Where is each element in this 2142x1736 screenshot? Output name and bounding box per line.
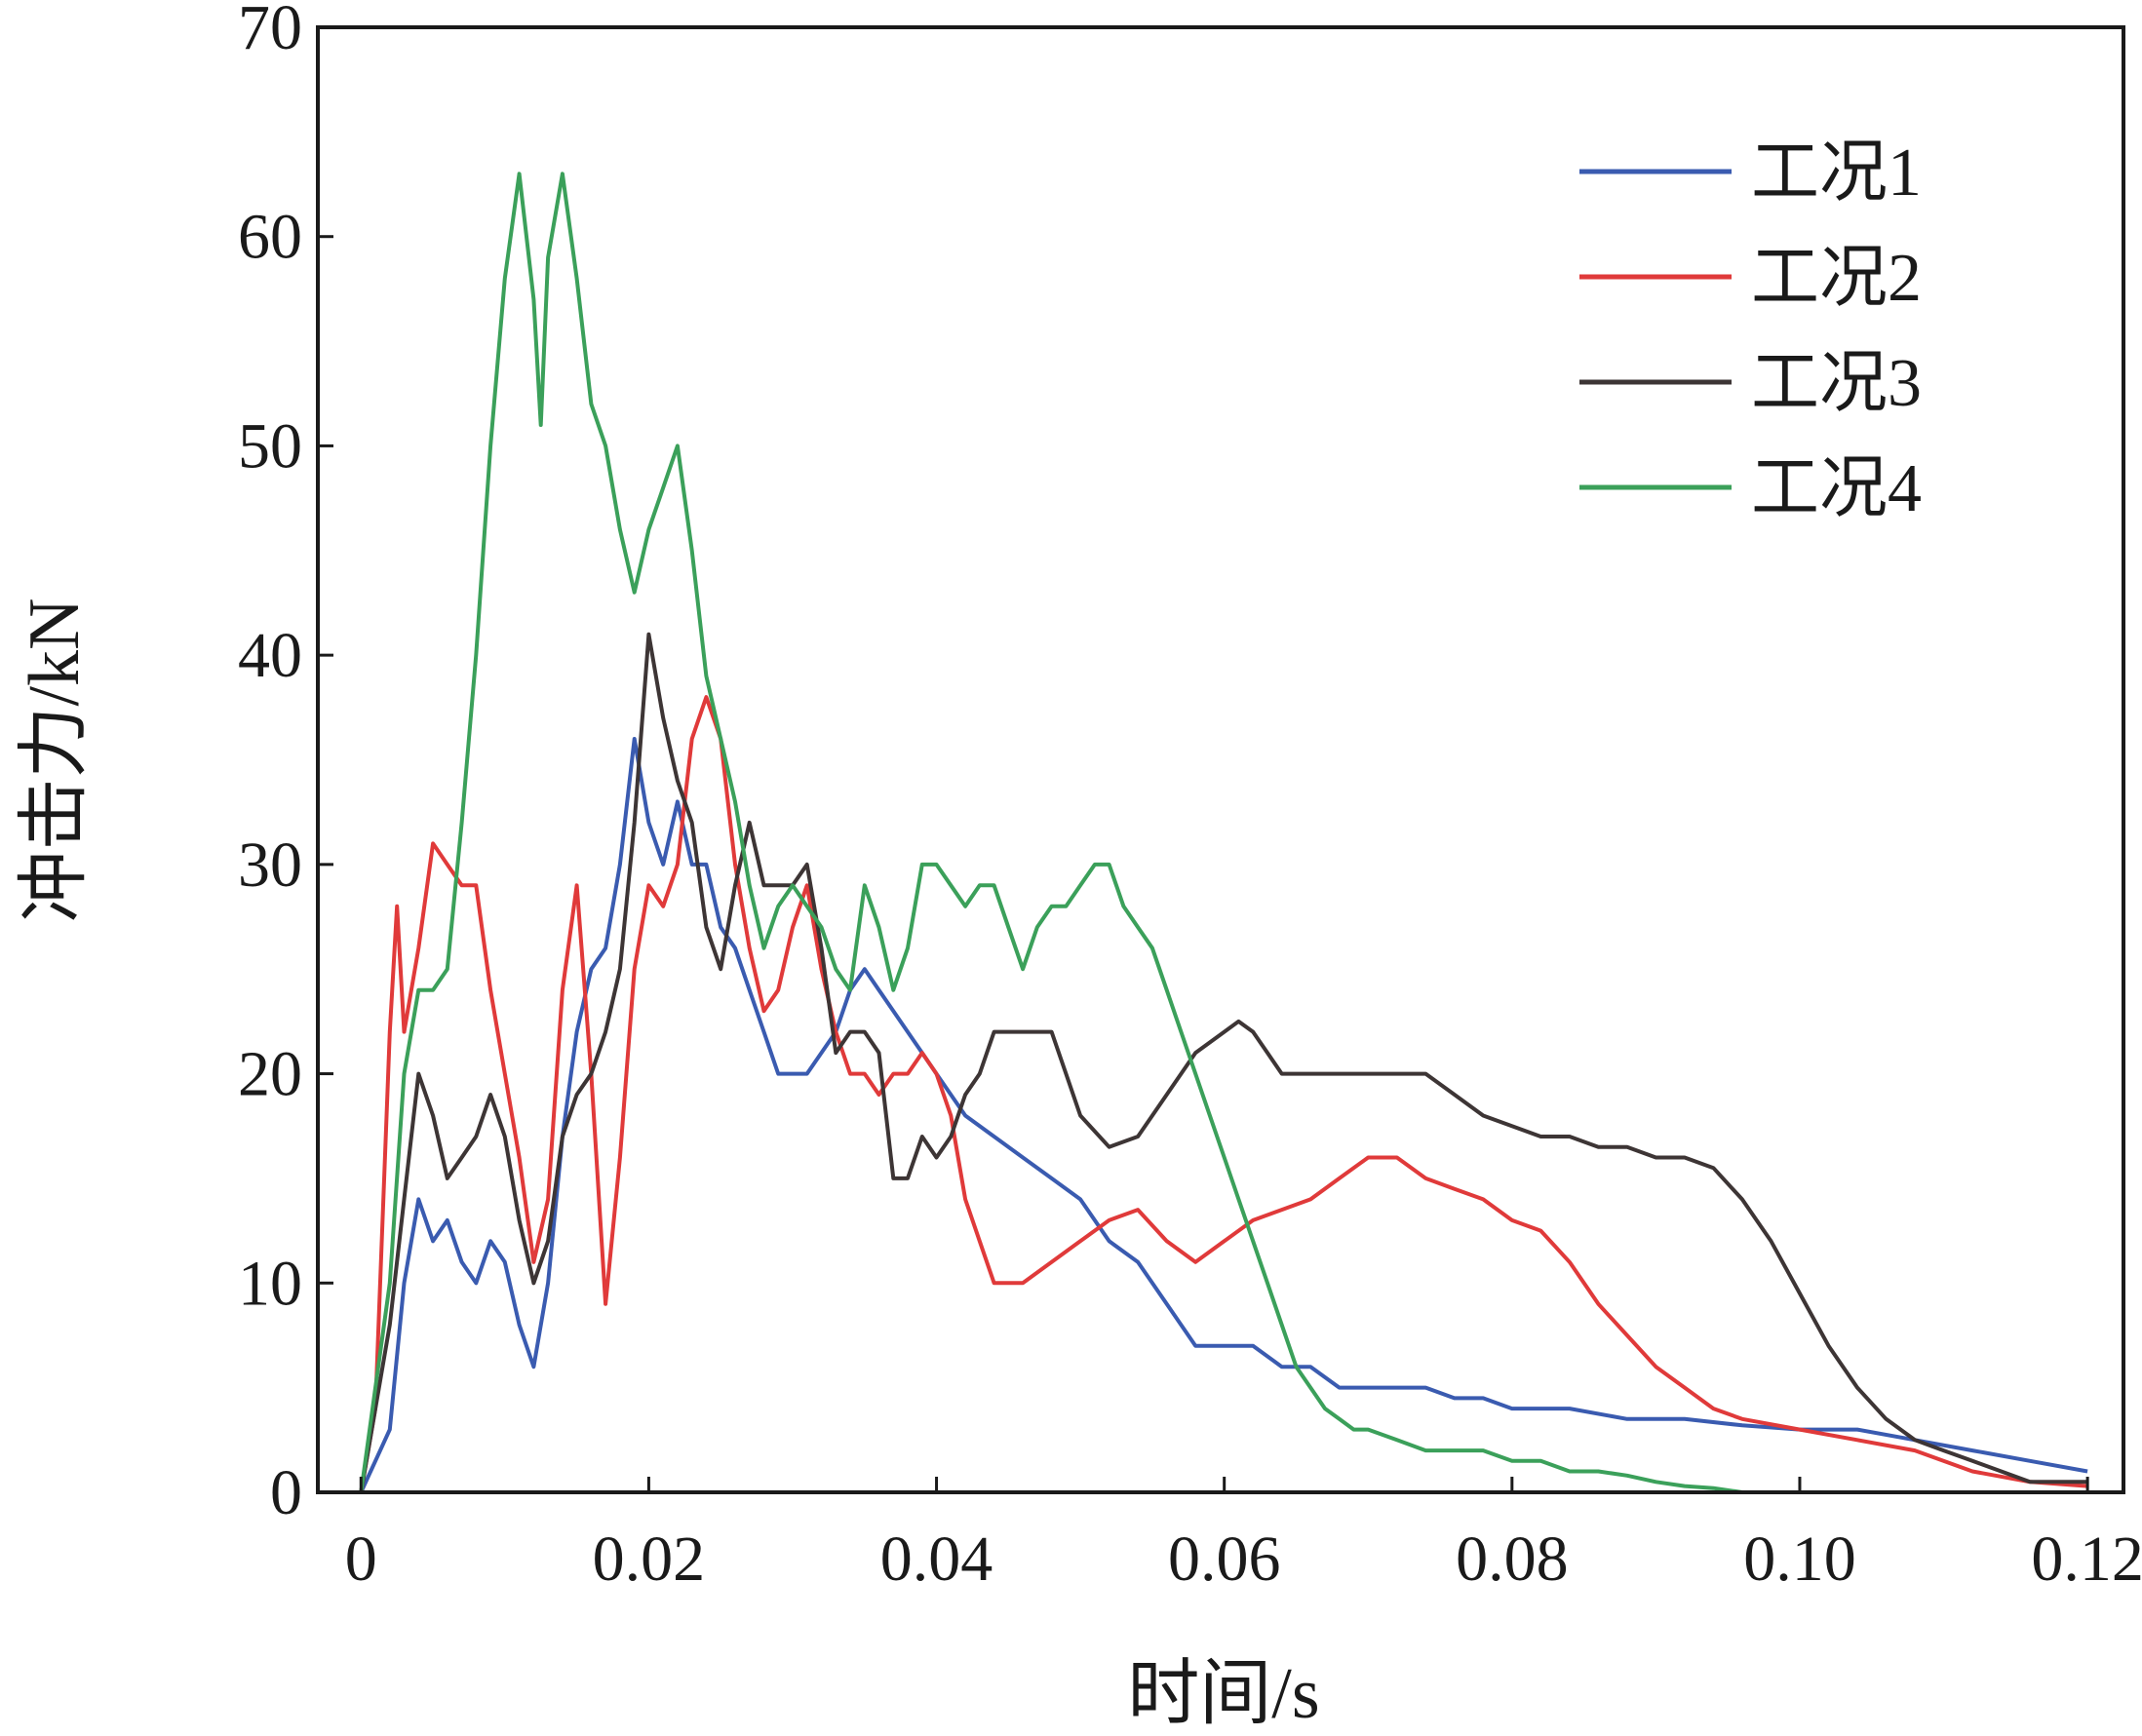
x-tick-label: 0.08 [1456,1524,1569,1595]
y-tick-label: 30 [238,829,302,901]
x-tick-label: 0.02 [593,1524,706,1595]
y-tick-label: 70 [238,0,302,63]
series-line-1 [359,737,2088,1493]
ticks-layer: 0 0.02 0.04 0.06 0.08 0.10 0.12 0 10 20 30 40 50 60 70 [238,0,2142,1595]
series-line-3 [359,632,2088,1493]
legend-label: 工况1 [1751,135,1922,211]
x-tick-label: 0.06 [1168,1524,1281,1595]
y-tick-label: 10 [238,1248,302,1319]
legend-item-1: 工况1 [1579,135,1922,211]
y-tick-label: 60 [238,202,302,273]
y-tick-label: 40 [238,620,302,691]
series-line-4 [359,172,1772,1494]
legend-label: 工况3 [1751,346,1922,421]
y-tick-label: 20 [238,1039,302,1110]
legend-item-3: 工况3 [1579,346,1922,421]
y-tick-label: 50 [238,410,302,482]
x-axis-title: 时间/s [1127,1654,1319,1734]
y-axis-title: 冲击力/kN [15,598,95,923]
legend-label: 工况2 [1751,241,1922,316]
x-tick-label: 0.12 [2031,1524,2142,1595]
legend-item-2: 工况2 [1579,241,1922,316]
x-tick-label: 0 [345,1524,377,1595]
y-tick-label: 0 [270,1457,302,1528]
x-tick-label: 0.10 [1743,1524,1856,1595]
x-tick-label: 0.04 [880,1524,993,1595]
plot-frame [316,25,2125,1494]
legend: 工况1 工况2 工况3 工况4 [1579,135,1922,526]
series-line-2 [359,695,2088,1493]
series-layer [359,172,2088,1494]
legend-label: 工况4 [1751,451,1922,526]
legend-item-4: 工况4 [1579,451,1922,526]
